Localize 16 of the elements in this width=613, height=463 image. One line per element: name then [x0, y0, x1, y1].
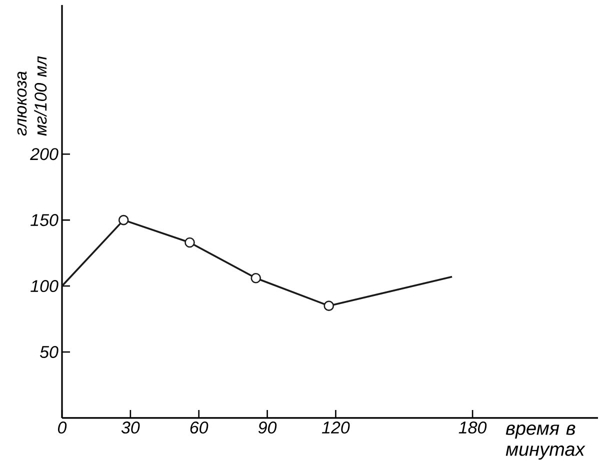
x-axis-title: время в минутах	[506, 424, 586, 460]
point	[184, 237, 195, 248]
y-tick-label: 150	[30, 214, 58, 226]
x-tick-label: 60	[190, 422, 208, 434]
y-axis-title: глюкоза мг/100 мл	[17, 56, 47, 136]
y-tick-label: 200	[30, 148, 58, 160]
y-tick-label: 100	[30, 280, 58, 292]
point	[118, 214, 129, 226]
x-tick-label: 180	[458, 422, 487, 434]
x-tick-label: 120	[322, 422, 350, 434]
x-tick-label: 0	[58, 422, 67, 434]
point	[250, 272, 262, 284]
x-tick-label: 30	[121, 422, 140, 434]
y-tick-label: 50	[40, 346, 58, 358]
x-tick-label: 90	[258, 422, 277, 434]
point	[324, 300, 334, 311]
